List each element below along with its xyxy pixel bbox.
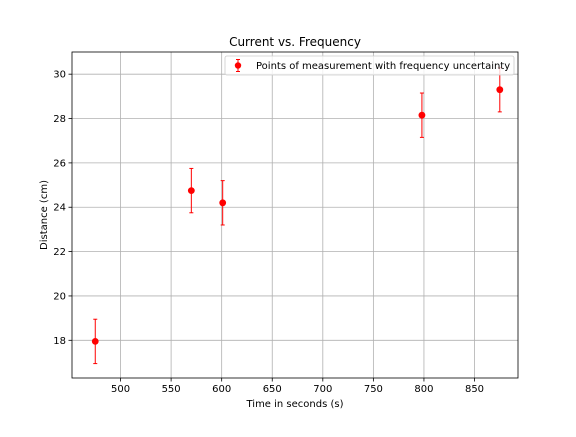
y-tick-label: 28 [53,114,66,125]
legend: Points of measurement with frequency unc… [224,55,515,76]
legend-box [224,55,515,76]
ticks: 500 550 600 650 700 750 800 850 18 20 22 24 26 28 30 [53,70,484,395]
data-point [418,111,426,119]
x-tick-label: 500 [111,384,130,395]
data-point [91,338,99,345]
data-marks [91,67,504,365]
x-tick-label: 700 [313,384,332,395]
legend-entry-label: Points of measurement with frequency unc… [256,61,510,72]
x-axis-label: Time in seconds (s) [245,399,343,410]
y-tick-label: 20 [53,291,66,302]
y-axis-label: Distance (cm) [39,180,50,250]
y-tick-label: 18 [53,336,66,347]
legend-marker [234,62,242,69]
y-tick-label: 22 [53,247,66,258]
chart-title: Current vs. Frequency [229,35,361,49]
x-tick-label: 800 [414,384,433,395]
series-group [91,67,504,365]
x-tick-label: 600 [212,384,231,395]
x-tick-label: 750 [364,384,383,395]
x-tick-label: 650 [263,384,282,395]
y-tick-label: 26 [53,158,66,169]
data-point [187,187,195,195]
data-point [219,199,227,207]
y-tick-label: 24 [53,203,66,214]
x-tick-label: 850 [465,384,484,395]
y-tick-label: 30 [53,70,66,81]
data-point [496,86,504,94]
x-tick-label: 550 [162,384,181,395]
plot-frame [71,51,519,379]
